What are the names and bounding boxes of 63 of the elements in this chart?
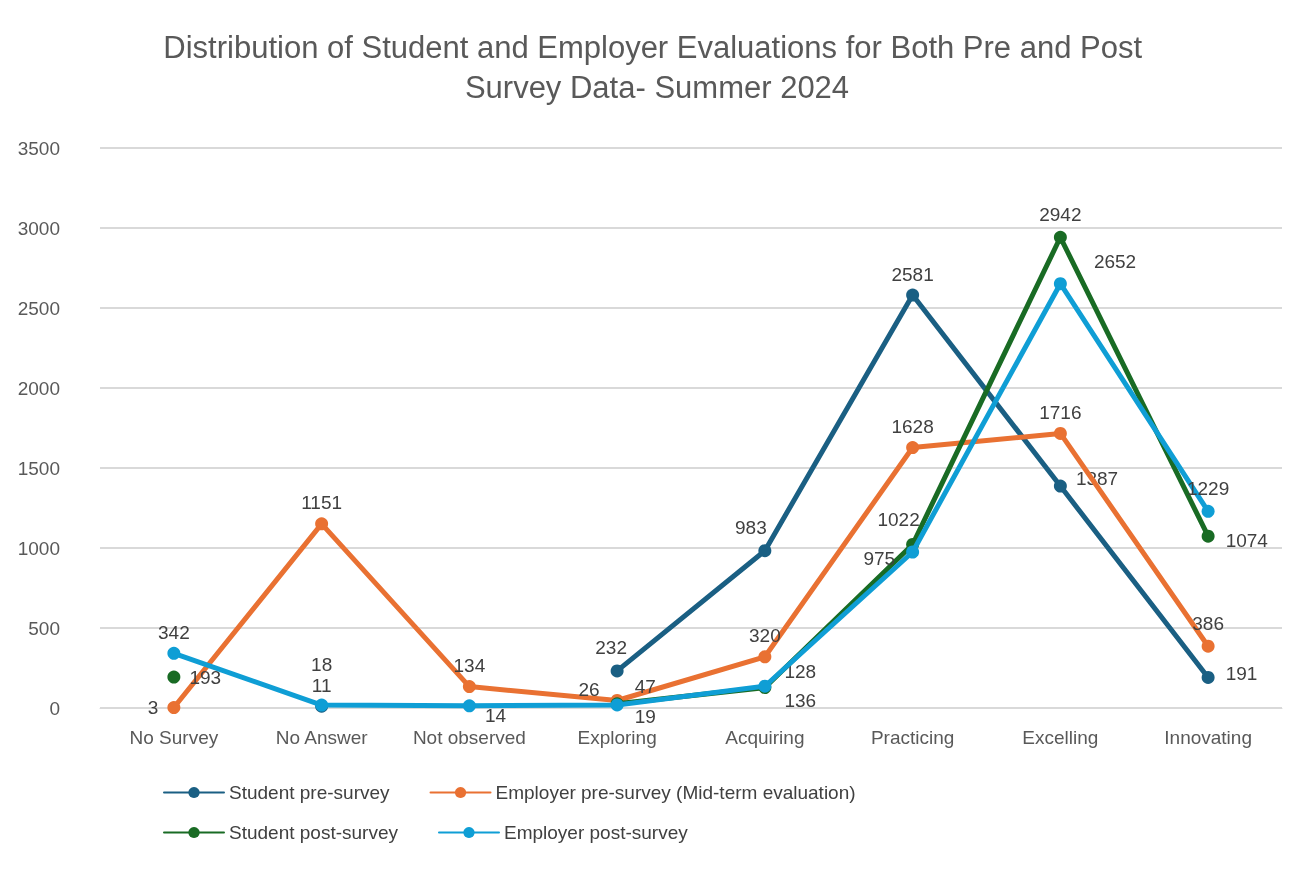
point [906,545,920,559]
data-label: 386 [1192,612,1224,634]
y-tick-label: 2500 [17,297,60,319]
data-label: 191 [1225,662,1258,684]
point [1201,639,1215,653]
data-label: 2581 [891,263,934,285]
point [1053,230,1067,244]
y-tick-label: 1500 [17,457,60,479]
point [315,517,329,531]
data-label: 2942 [1039,203,1082,225]
point [167,701,181,715]
data-label: 1716 [1039,401,1082,423]
point [1201,529,1215,543]
point [610,664,624,678]
data-label: 342 [158,621,190,643]
point [462,680,476,694]
x-tick-label: Acquiring [725,727,805,748]
x-tick-label: Innovating [1164,727,1252,748]
chart-title: Distribution of Student and Employer Evaluations for Both Pre and Post Survey Data- Summer 2024 [163,29,1151,105]
data-label: 134 [453,655,486,677]
point [758,650,772,664]
legend-label: Employer pre-survey (Mid-term evaluation) [495,782,856,803]
data-label: 3 [147,697,159,719]
point [1053,479,1067,493]
data-label: 14 [484,705,507,727]
x-tick-label: Not observed [412,727,526,748]
data-label: 1074 [1225,529,1269,551]
y-tick-label: 0 [49,697,60,719]
data-label: 26 [578,679,600,701]
point [462,699,476,713]
data-label: 232 [595,637,627,659]
data-label: 2652 [1093,251,1137,273]
data-label: 19 [634,706,656,728]
legend-label: Employer post-survey [503,822,689,843]
point [906,288,920,302]
point [906,441,920,455]
y-tick-label: 500 [28,617,60,639]
data-label: 1022 [877,508,920,530]
point [1201,504,1215,518]
data-label: 11 [311,674,332,696]
x-tick-label: Excelling [1022,727,1099,748]
point [1053,277,1067,291]
point [758,544,772,558]
y-tick-label: 3500 [17,137,60,159]
data-label: 975 [863,547,896,569]
y-tick-label: 2000 [17,377,60,399]
y-tick-label: 3000 [17,217,60,239]
data-label: 983 [735,517,767,539]
data-label: 136 [784,689,817,711]
point [1201,670,1215,684]
x-tick-label: No Answer [275,727,369,748]
data-label: 18 [311,653,333,675]
x-tick-label: Practicing [870,727,955,748]
legend-label: Student pre-survey [229,782,391,803]
x-tick-label: Exploring [577,727,657,748]
x-tick-label: No Survey [129,727,219,748]
data-label: 1628 [891,416,934,438]
data-label: 1151 [301,492,343,514]
y-tick-label: 1000 [17,537,60,559]
point [167,670,181,684]
legend-label: Student post-survey [229,822,399,843]
point [1053,426,1067,440]
point [167,646,181,660]
